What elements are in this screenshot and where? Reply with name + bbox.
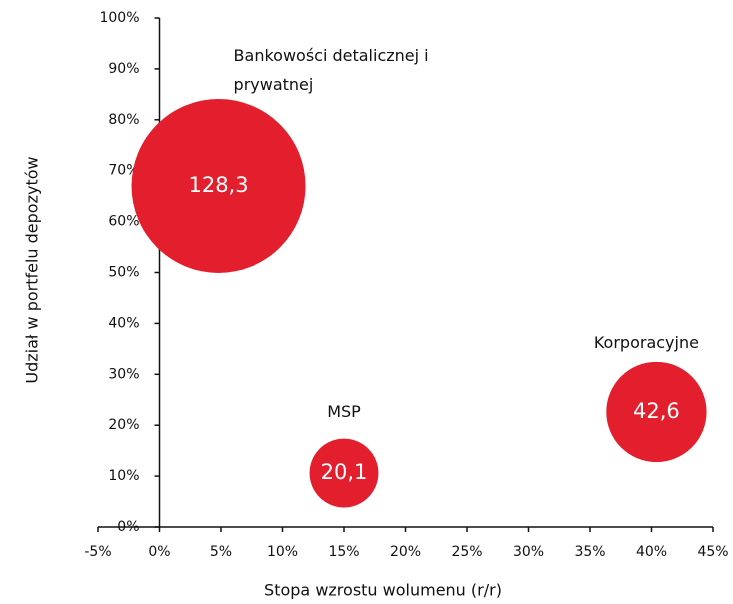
category-label: MSP	[327, 402, 361, 422]
x-tick-label: 15%	[328, 544, 359, 560]
y-tick-label: 40%	[108, 315, 139, 331]
x-tick-label: 20%	[390, 544, 421, 560]
y-tick-label: 90%	[108, 61, 139, 77]
x-tick-label: 10%	[267, 544, 298, 560]
category-label: Korporacyjne	[593, 332, 699, 352]
y-axis-title: Udział w portfelu depozytów	[23, 156, 42, 383]
bubble	[131, 98, 306, 273]
bubble	[606, 361, 707, 463]
x-tick-label: 45%	[697, 544, 728, 560]
x-tick-label: -5%	[84, 544, 111, 560]
category-label: Bankowości detalicznej i prywatnej	[233, 45, 429, 94]
bubble-label: 42,6	[633, 399, 680, 423]
x-axis-title: Stopa wzrostu wolumenu (r/r)	[264, 581, 502, 600]
y-tick-label: 100%	[99, 10, 139, 26]
x-tick-label: 25%	[451, 544, 482, 560]
bubble-label: 20,1	[321, 460, 368, 484]
y-tick-label: 80%	[108, 112, 139, 128]
bubble	[309, 438, 379, 508]
y-tick-label: 60%	[108, 214, 139, 230]
y-tick-label: 20%	[108, 417, 139, 433]
x-tick-label: 30%	[513, 544, 544, 560]
x-tick-label: 35%	[574, 544, 605, 560]
y-tick-label: 70%	[108, 163, 139, 179]
bubble-label: 128,3	[188, 173, 248, 197]
x-tick-label: 0%	[148, 544, 170, 560]
y-tick-label: 30%	[108, 366, 139, 382]
x-tick-label: 5%	[210, 544, 232, 560]
y-tick-label: 0%	[117, 519, 139, 535]
y-tick-label: 10%	[108, 468, 139, 484]
x-tick-label: 40%	[636, 544, 667, 560]
y-tick-label: 50%	[108, 265, 139, 281]
